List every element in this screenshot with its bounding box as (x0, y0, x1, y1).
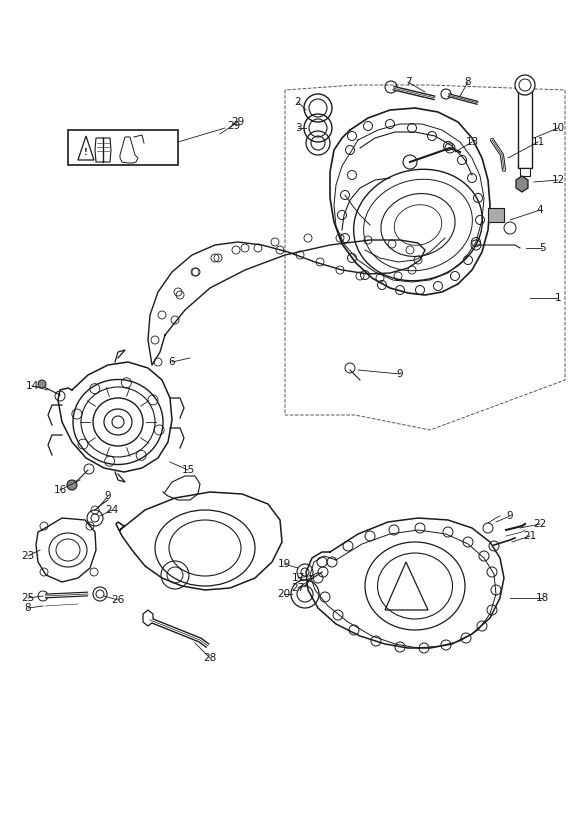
Text: 13: 13 (465, 137, 479, 147)
Text: 25: 25 (22, 593, 34, 603)
Circle shape (515, 75, 535, 95)
Text: 16: 16 (54, 485, 66, 495)
Text: 3: 3 (294, 123, 301, 133)
Text: 18: 18 (535, 593, 549, 603)
Text: 6: 6 (168, 357, 175, 367)
Text: 1: 1 (554, 293, 561, 303)
Text: 21: 21 (524, 531, 536, 541)
Circle shape (67, 480, 77, 490)
Text: 8: 8 (24, 603, 31, 613)
Polygon shape (78, 136, 94, 160)
Text: 5: 5 (539, 243, 545, 253)
Bar (518, 88, 532, 168)
Text: 11: 11 (531, 137, 545, 147)
Text: 9: 9 (396, 369, 403, 379)
Text: 24: 24 (106, 505, 118, 515)
Text: 2: 2 (294, 97, 301, 107)
Text: 27: 27 (292, 583, 305, 593)
Text: 17: 17 (292, 573, 305, 583)
Text: 28: 28 (203, 653, 217, 663)
Text: 10: 10 (552, 123, 564, 133)
Polygon shape (120, 137, 138, 163)
Text: 14: 14 (26, 381, 38, 391)
Text: 26: 26 (111, 595, 125, 605)
Text: 7: 7 (405, 77, 412, 87)
Text: 8: 8 (465, 77, 471, 87)
Polygon shape (516, 176, 528, 192)
Text: 12: 12 (552, 175, 564, 185)
Bar (488, 208, 504, 222)
Polygon shape (143, 610, 153, 626)
Text: 4: 4 (537, 205, 543, 215)
Bar (68, 130, 178, 165)
Text: 9: 9 (105, 491, 111, 501)
Circle shape (38, 380, 46, 388)
Text: 29: 29 (227, 121, 241, 131)
Text: 9: 9 (507, 511, 513, 521)
Text: 19: 19 (278, 559, 290, 569)
Text: 15: 15 (181, 465, 195, 475)
Text: 23: 23 (22, 551, 34, 561)
Text: 20: 20 (278, 589, 290, 599)
Text: !: ! (84, 147, 88, 157)
Text: 22: 22 (533, 519, 547, 529)
Text: 29: 29 (231, 117, 245, 127)
Bar (520, 168, 530, 176)
